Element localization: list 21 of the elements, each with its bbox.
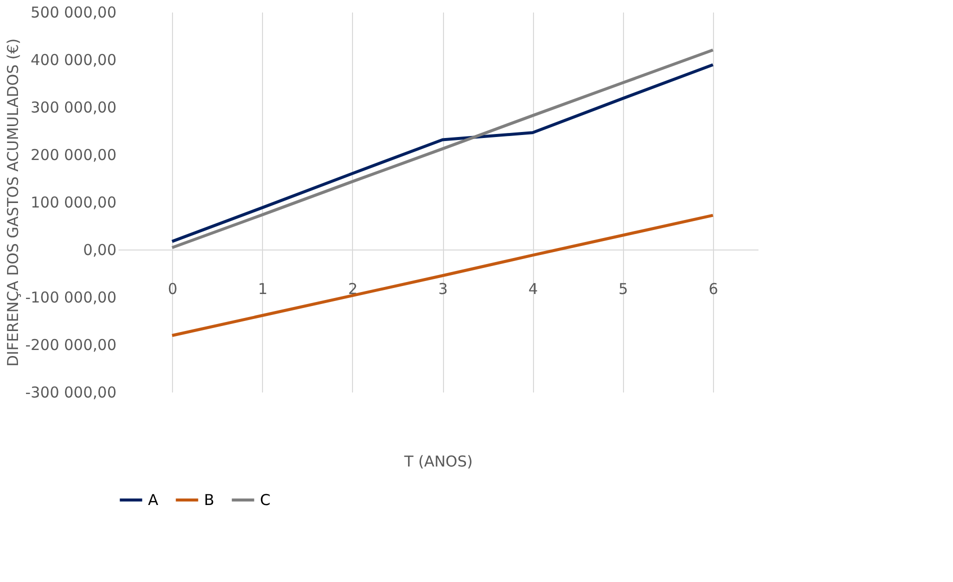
y-tick-label: 100 000,00: [30, 194, 116, 212]
y-tick-label: 200 000,00: [30, 146, 116, 164]
y-tick-label: 500 000,00: [30, 4, 116, 22]
y-tick-label: -200 000,00: [25, 336, 116, 354]
y-axis-title: DIFERENÇA DOS GASTOS ACUMULADOS (€): [4, 38, 22, 367]
legend-label: A: [148, 491, 159, 509]
legend-label: B: [204, 491, 214, 509]
y-tick-label: 0,00: [83, 241, 116, 259]
x-tick-label: 4: [528, 280, 538, 298]
y-tick-label: 400 000,00: [30, 51, 116, 69]
x-tick-label: 1: [258, 280, 268, 298]
x-axis-title: T (ANOS): [403, 452, 473, 470]
y-tick-label: 300 000,00: [30, 98, 116, 116]
x-tick-label: 2: [348, 280, 358, 298]
x-tick-label: 0: [168, 280, 178, 298]
x-tick-label: 6: [708, 280, 718, 298]
y-tick-label: -300 000,00: [25, 384, 116, 402]
x-tick-label: 5: [618, 280, 628, 298]
y-tick-label: -100 000,00: [25, 288, 116, 306]
x-tick-label: 3: [438, 280, 448, 298]
legend-label: C: [260, 491, 270, 509]
